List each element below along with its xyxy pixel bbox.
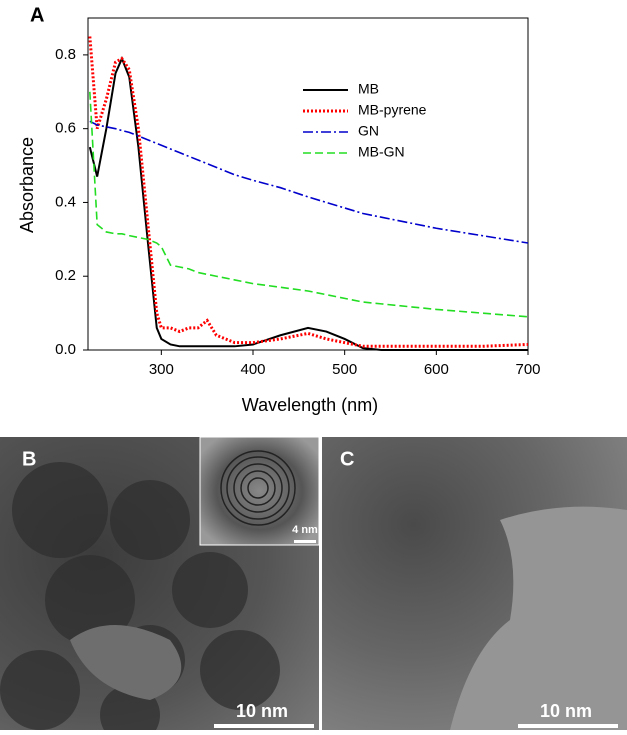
plot-frame bbox=[87, 17, 529, 351]
background-b bbox=[70, 625, 182, 700]
y-tick-label: 0.8 bbox=[55, 46, 76, 63]
inset-rings bbox=[220, 450, 296, 526]
x-tick-label: 500 bbox=[332, 361, 357, 378]
legend-label: MB bbox=[358, 81, 379, 97]
series-line bbox=[89, 91, 529, 318]
series-line bbox=[88, 36, 529, 348]
x-tick-label: 300 bbox=[149, 361, 174, 378]
legend-label: MB-GN bbox=[358, 144, 405, 160]
y-tick-label: 0.0 bbox=[55, 341, 76, 358]
panel-label: B bbox=[22, 448, 36, 470]
inset-scale-label: 4 nm bbox=[292, 524, 318, 536]
inset-b bbox=[199, 436, 320, 546]
scale-bar bbox=[214, 724, 314, 728]
x-tick-label: 400 bbox=[240, 361, 265, 378]
legend-label: GN bbox=[358, 123, 379, 139]
panel-label: C bbox=[340, 448, 354, 470]
y-tick-label: 0.4 bbox=[55, 193, 76, 210]
y-tick-label: 0.6 bbox=[55, 120, 76, 137]
inset-scale-bar bbox=[294, 540, 316, 543]
x-tick-label: 600 bbox=[424, 361, 449, 378]
scale-label: 10 nm bbox=[236, 701, 288, 721]
panel-label: A bbox=[30, 4, 44, 26]
x-tick-label: 700 bbox=[515, 361, 540, 378]
scale-bar bbox=[518, 724, 618, 728]
scale-label: 10 nm bbox=[540, 701, 592, 721]
y-tick-label: 0.2 bbox=[55, 267, 76, 284]
y-axis-label: Absorbance bbox=[17, 137, 37, 233]
x-axis-label: Wavelength (nm) bbox=[242, 395, 378, 415]
legend-label: MB-pyrene bbox=[358, 102, 427, 118]
background-c bbox=[450, 506, 627, 730]
series-line bbox=[88, 55, 528, 351]
series-line bbox=[89, 120, 529, 244]
